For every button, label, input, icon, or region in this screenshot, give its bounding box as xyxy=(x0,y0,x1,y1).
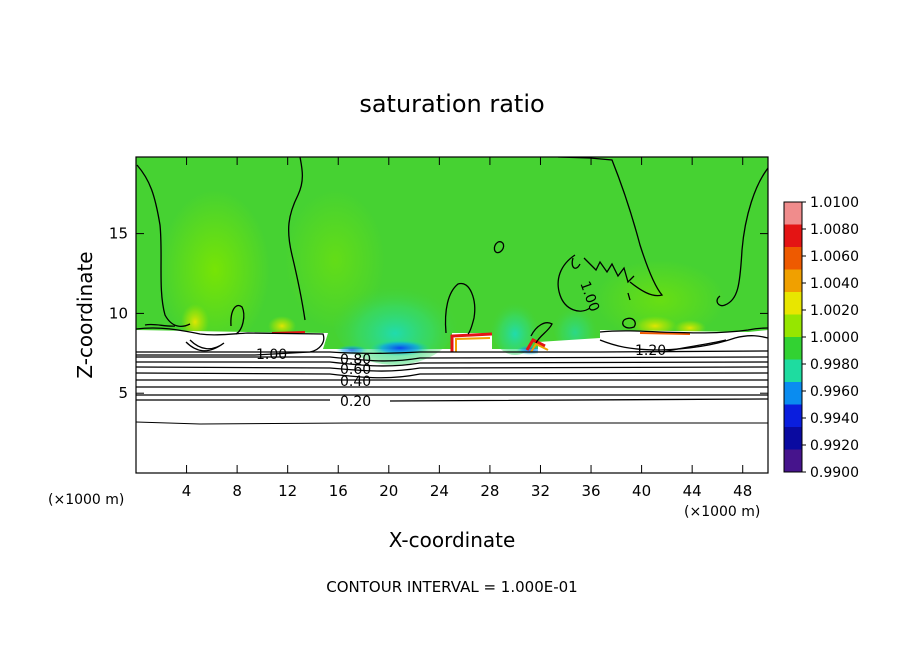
colorbar-tick-label: 1.0100 xyxy=(810,195,859,211)
colorbar-tick-label: 1.0020 xyxy=(810,303,859,319)
colorbar-tick-label: 1.0040 xyxy=(810,276,859,292)
contour-line xyxy=(662,339,727,353)
chart-title: saturation ratio xyxy=(359,90,544,118)
colorbar-tick-label: 0.9940 xyxy=(810,411,859,427)
colorbar-tick-label: 0.9920 xyxy=(810,438,859,454)
contour-label: 0.80 xyxy=(340,352,371,368)
contour-line xyxy=(144,323,176,327)
contour-line xyxy=(185,339,225,352)
red-edge xyxy=(639,332,691,335)
red-edge xyxy=(525,338,546,351)
x-tick-label: 4 xyxy=(182,482,192,500)
colorbar-tick-label: 0.9980 xyxy=(810,357,859,373)
contour-line xyxy=(136,421,768,425)
contour-label: 0.60 xyxy=(340,362,371,378)
contour-line xyxy=(622,317,636,329)
y-axis-ticks: 5 10 15 xyxy=(109,225,768,402)
colorbar-segment xyxy=(784,337,802,360)
colorbar-tick-label: 0.9900 xyxy=(810,465,859,481)
colorbar-segment xyxy=(784,269,802,293)
contour-line xyxy=(599,327,768,334)
colorbar-segment xyxy=(784,427,802,450)
contour-line xyxy=(716,167,768,307)
contour-line xyxy=(136,356,768,362)
contour-label: 0.40 xyxy=(340,374,371,390)
contour-line xyxy=(136,327,325,356)
contour-line xyxy=(136,361,768,367)
x-tick-label: 36 xyxy=(581,482,600,500)
contour-line xyxy=(557,157,664,297)
contour-line xyxy=(627,292,631,301)
red-edge xyxy=(450,332,493,352)
colorbar-tick-label: 1.0080 xyxy=(810,222,859,238)
y-tick-label: 15 xyxy=(109,225,128,243)
colorbar: 1.0100 1.0080 1.0060 1.0040 1.0020 1.0000 0.99… xyxy=(784,195,859,481)
contour-line xyxy=(287,157,306,321)
cyan-lobe xyxy=(491,295,539,355)
contour-line xyxy=(530,322,553,344)
x-tick-label: 44 xyxy=(683,482,702,500)
contour-line xyxy=(136,350,768,355)
x-tick-label: 20 xyxy=(379,482,398,500)
colorbar-tick-label: 1.0060 xyxy=(810,249,859,265)
contour-line xyxy=(136,398,768,402)
x-tick-label: 8 xyxy=(232,482,242,500)
white-block xyxy=(136,330,328,356)
y-tick-label: 5 xyxy=(118,384,128,402)
colorbar-frame xyxy=(783,201,803,473)
colorbar-segment xyxy=(784,202,802,225)
contour-line xyxy=(136,366,768,372)
colorbar-segment xyxy=(784,449,802,473)
heatmap-field xyxy=(136,157,768,473)
contour-line xyxy=(557,254,591,312)
contour-line xyxy=(599,335,768,351)
contour-line xyxy=(493,241,505,254)
contour-line xyxy=(444,282,476,335)
cyan-lobe xyxy=(553,300,597,350)
colorbar-tick-label: 0.9960 xyxy=(810,384,859,400)
x-axis-ticks: 4 8 12 16 20 24 28 32 36 40 44 48 xyxy=(182,157,752,500)
contour-line xyxy=(583,257,635,284)
x-tick-label: 32 xyxy=(531,482,550,500)
colorbar-segment xyxy=(784,292,802,315)
white-block xyxy=(538,338,615,354)
orange-edge xyxy=(530,342,549,353)
z-unit-label: (×1000 m) xyxy=(48,492,124,508)
contour-interval-note: CONTOUR INTERVAL = 1.000E-01 xyxy=(326,578,577,596)
contour-lines xyxy=(136,157,768,425)
x-tick-label: 12 xyxy=(278,482,297,500)
colorbar-segment xyxy=(784,404,802,428)
colorbar-tick-label: 1.0000 xyxy=(810,330,859,346)
x-tick-label: 16 xyxy=(329,482,348,500)
x-tick-label: 28 xyxy=(480,482,499,500)
colorbar-segment xyxy=(784,359,802,383)
orange-edge xyxy=(455,337,491,352)
x-unit-label: (×1000 m) xyxy=(684,504,760,520)
cyan-lobe xyxy=(333,275,457,365)
contour-line xyxy=(230,304,245,335)
plot-frame xyxy=(135,156,769,474)
colorbar-segment xyxy=(784,382,802,405)
y-tick-label: 10 xyxy=(109,304,128,322)
contour-line xyxy=(571,257,581,269)
x-axis-title: X-coordinate xyxy=(389,528,516,552)
contour-label: 0.20 xyxy=(340,394,371,410)
colorbar-segment xyxy=(784,247,802,270)
colorbar-segment xyxy=(784,314,802,338)
contour-label: 1.20 xyxy=(635,343,666,359)
contour-line xyxy=(136,372,768,379)
colorbar-segment xyxy=(784,224,802,248)
x-tick-label: 48 xyxy=(733,482,752,500)
contour-line xyxy=(136,164,191,327)
x-tick-label: 40 xyxy=(632,482,651,500)
y-axis-title: Z-coordinate xyxy=(73,251,97,378)
x-tick-label: 24 xyxy=(430,482,449,500)
contour-label: 1.00 xyxy=(256,347,287,363)
